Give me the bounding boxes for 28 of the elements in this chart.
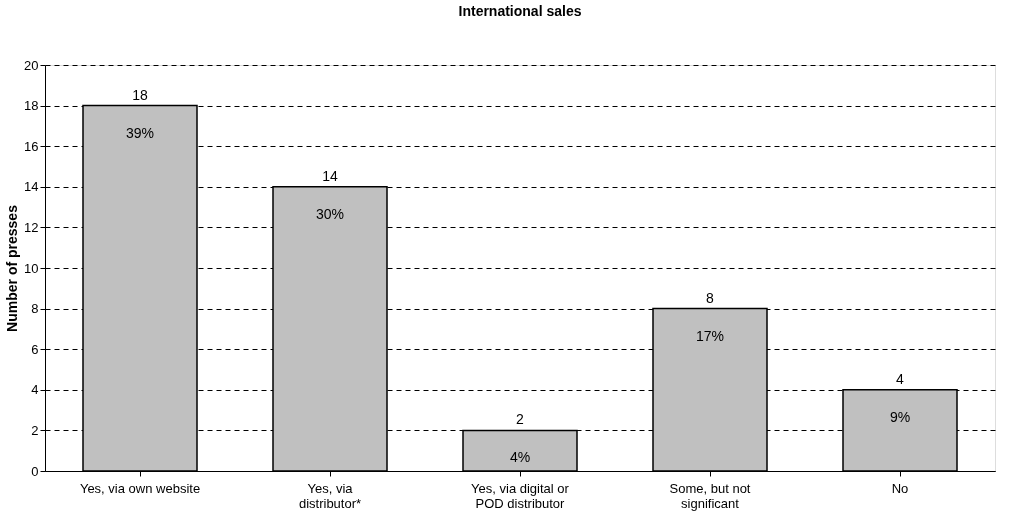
y-axis-title: Number of presses [4, 204, 21, 332]
data-label: 14 [322, 167, 338, 184]
x-tick-label: No [891, 480, 909, 496]
chart-title: International sales [458, 3, 582, 19]
y-tick-label: 0 [31, 463, 39, 479]
annotation: 39% [125, 124, 155, 141]
data-label: 8 [706, 289, 715, 306]
data-label: 4 [896, 370, 905, 387]
y-tick-label: 14 [24, 179, 39, 195]
x-tick-label: Yes, via own website [79, 480, 201, 496]
y-tick-label: 16 [24, 138, 39, 154]
y-tick-label: 10 [24, 260, 39, 276]
y-tick-label: 20 [24, 57, 39, 73]
annotation: 9% [889, 408, 911, 425]
y-tick-label: 8 [31, 301, 39, 317]
annotation: 4% [509, 449, 531, 466]
x-tick-label: Some, but not significant [669, 480, 751, 511]
annotation: 17% [695, 327, 725, 344]
data-label: 2 [516, 411, 525, 428]
y-tick-label: 4 [31, 382, 39, 398]
annotation: 30% [315, 205, 345, 222]
y-tick-label: 6 [31, 341, 39, 357]
data-label: 18 [132, 86, 148, 103]
y-tick-label: 12 [24, 219, 39, 235]
x-tick-label: Yes, via digital or POD distributor [471, 480, 570, 511]
y-tick-label: 18 [24, 98, 39, 114]
x-tick-label: Yes, via distributor* [298, 480, 362, 511]
y-tick-label: 2 [31, 422, 39, 438]
